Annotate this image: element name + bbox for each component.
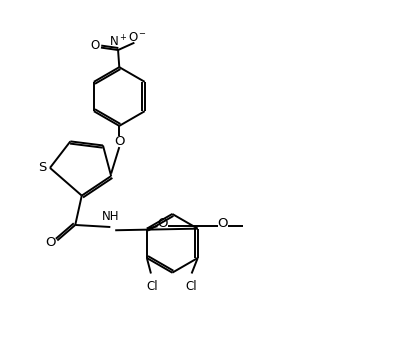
Text: Cl: Cl [147, 279, 158, 293]
Text: NH: NH [102, 210, 120, 223]
Text: $\mathregular{O^-}$: $\mathregular{O^-}$ [128, 31, 147, 44]
Text: $\mathregular{N^+}$: $\mathregular{N^+}$ [109, 34, 128, 49]
Text: O: O [46, 236, 56, 248]
Text: S: S [38, 161, 47, 174]
Text: Cl: Cl [185, 279, 196, 293]
Text: O: O [157, 217, 168, 230]
Text: O: O [91, 39, 100, 53]
Text: O: O [217, 217, 228, 230]
Text: O: O [114, 135, 125, 148]
